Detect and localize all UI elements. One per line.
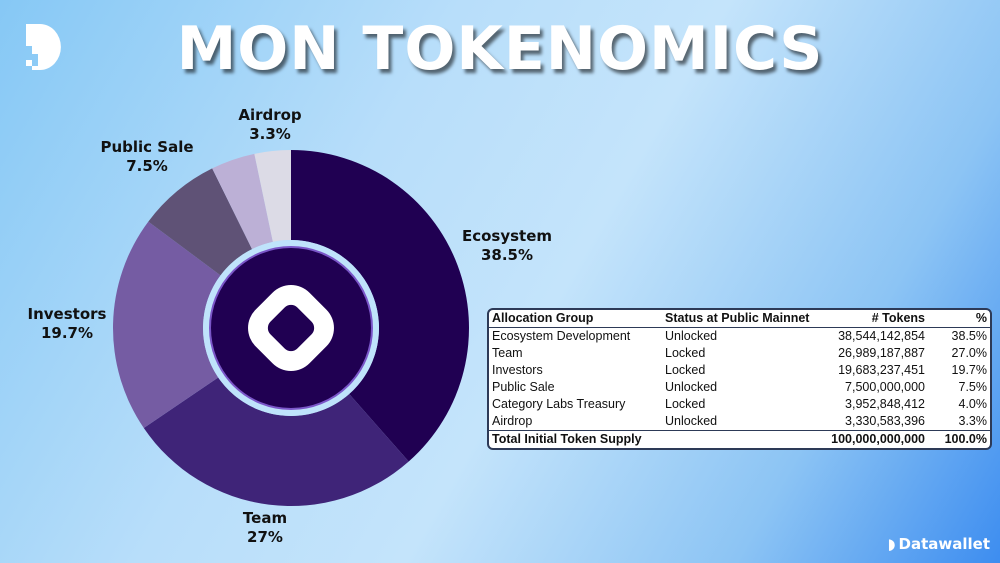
cell-status: Unlocked [665,329,718,343]
cell-status: Locked [665,346,706,360]
datawallet-logo [26,24,66,76]
cell-percent: 38.5% [951,329,987,343]
cell-group: Ecosystem Development [492,329,631,343]
label-investors: Investors 19.7% [27,305,107,342]
slice-airdrop [254,150,291,242]
cell-tokens: 19,683,237,451 [838,363,925,377]
total-percent: 100.0% [944,432,987,446]
table-row: Category Labs Treasury Locked 3,952,848,41… [489,396,990,413]
cell-percent: 19.7% [951,363,987,377]
cell-tokens: 3,952,848,412 [845,397,925,411]
cell-tokens: 7,500,000,000 [845,380,925,394]
slice-team [143,377,409,507]
cell-status: Locked [665,397,706,411]
header-group: Allocation Group [492,311,594,325]
monad-logo-inner [267,304,315,352]
total-label: Total Initial Token Supply [492,432,642,446]
allocation-table: Allocation Group Status at Public Mainne… [487,308,992,450]
label-team: Team 27% [242,509,288,546]
cell-group: Public Sale [492,380,555,394]
slice-ecosystem [291,150,469,462]
slice-investors [112,221,221,429]
cell-percent: 7.5% [958,380,988,394]
cell-tokens: 38,544,142,854 [838,329,925,343]
table-row: Ecosystem Development Unlocked 38,544,142,… [489,328,990,345]
cell-tokens: 26,989,187,887 [838,346,925,360]
cell-group: Team [492,346,523,360]
label-airdrop: Airdrop 3.3% [238,106,302,143]
datawallet-icon: ◗ [887,535,896,553]
brand-footer: ◗ Datawallet [888,535,990,553]
slice-treasury [212,153,273,250]
cell-group: Investors [492,363,543,377]
table-row: Public Sale Unlocked 7,500,000,000 7.5% [489,379,990,396]
table-row: Airdrop Unlocked 3,330,583,396 3.3% [489,413,990,430]
header-status: Status at Public Mainnet [665,311,810,325]
header-tokens: # Tokens [871,311,925,325]
cell-percent: 27.0% [951,346,987,360]
total-status [665,431,825,448]
slice-public-sale [148,168,253,276]
label-ecosystem: Ecosystem 38.5% [461,227,553,264]
cell-status: Unlocked [665,380,718,394]
cell-percent: 4.0% [958,397,988,411]
table-total-row: Total Initial Token Supply 100,000,000,0… [489,430,990,448]
cell-status: Locked [665,363,706,377]
table-row: Team Locked 26,989,187,887 27.0% [489,345,990,362]
cell-group: Category Labs Treasury [492,397,626,411]
cell-group: Airdrop [492,414,533,428]
cell-percent: 3.3% [958,414,988,428]
page-title: MON TOKENOMICS [176,14,824,84]
cell-status: Unlocked [665,414,718,428]
table-row: Investors Locked 19,683,237,451 19.7% [489,362,990,379]
brand-name: Datawallet [898,535,990,553]
table-header: Allocation Group Status at Public Mainne… [489,310,990,328]
header-percent: % [975,311,987,325]
label-public-sale: Public Sale 7.5% [100,138,194,175]
total-tokens: 100,000,000,000 [831,432,925,446]
cell-tokens: 3,330,583,396 [845,414,925,428]
